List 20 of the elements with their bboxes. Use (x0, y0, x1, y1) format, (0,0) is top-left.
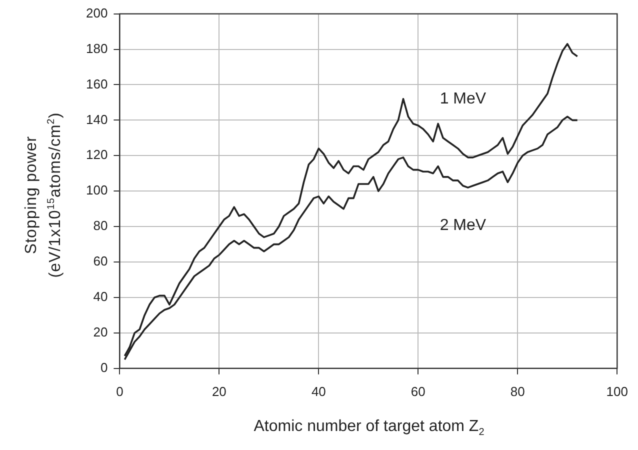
y-tick-label: 80 (93, 218, 108, 234)
x-tick-label: 0 (116, 384, 124, 399)
y-tick-label: 120 (86, 147, 108, 162)
x-tick-label: 100 (606, 384, 628, 399)
y-tick-label: 100 (86, 182, 108, 198)
x-tick-label: 80 (510, 384, 525, 399)
y-tick-label: 200 (86, 5, 108, 20)
x-tick-label: 60 (410, 384, 426, 399)
y-tick-label: 40 (93, 289, 108, 304)
y-tick-label: 140 (86, 112, 108, 127)
y-tick-label: 0 (100, 360, 108, 375)
y-tick-label: 160 (86, 76, 108, 92)
y-tick-label: 60 (93, 254, 108, 269)
series-label: 1 MeV (440, 90, 486, 108)
x-tick-label: 40 (311, 384, 326, 399)
y-tick-label: 180 (86, 40, 108, 56)
x-axis-title: Atomic number of target atom Z$_{2}$ (254, 418, 484, 438)
text: 2 MeV (440, 217, 486, 234)
y-tick-label: 20 (93, 324, 108, 340)
x-tick-label: 20 (212, 384, 226, 399)
